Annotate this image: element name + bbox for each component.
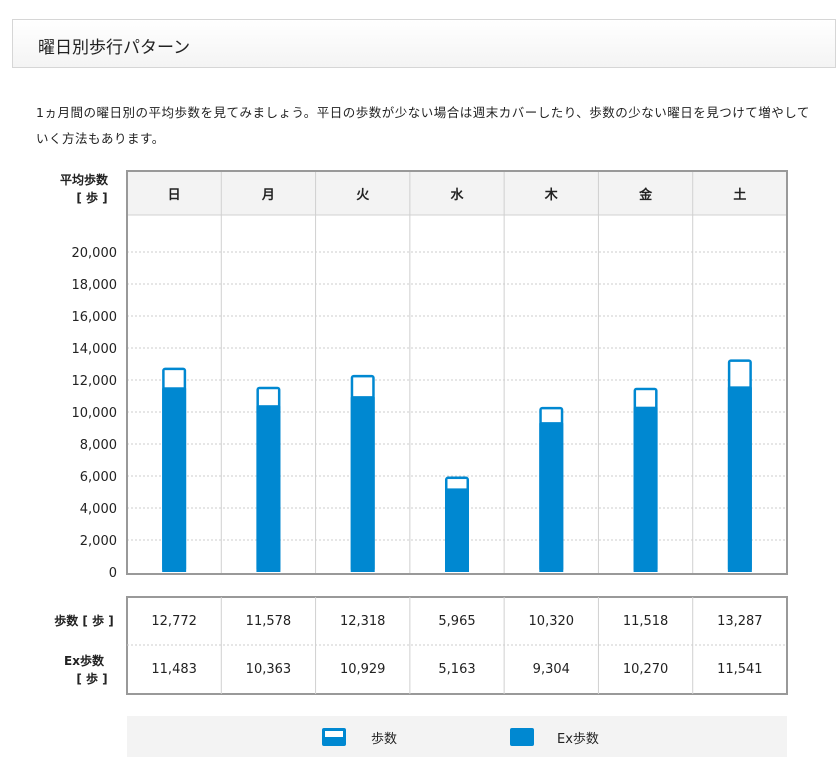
bar-steps-gap	[353, 377, 373, 397]
chart-frame	[126, 170, 788, 575]
table-cell: 11,518	[623, 614, 669, 629]
row-label: Ex歩数	[64, 653, 105, 668]
y-tick-label: 10,000	[72, 406, 118, 421]
table-cell: 10,363	[246, 662, 292, 677]
bar-ex-steps	[350, 397, 375, 572]
table-cell: 11,578	[246, 614, 292, 629]
row-label-unit: [ 歩 ]	[76, 671, 107, 686]
day-label: 火	[356, 188, 370, 203]
y-axis-label: 平均歩数	[60, 172, 109, 187]
table-cell: 10,270	[623, 662, 669, 677]
bar-steps-gap	[258, 389, 278, 406]
y-axis-unit: [ 歩 ]	[76, 190, 107, 205]
table-cell: 12,318	[340, 614, 386, 629]
day-label: 木	[544, 187, 559, 203]
bar-steps-gap	[164, 370, 184, 388]
table-cell: 5,965	[438, 614, 475, 629]
section-header: 曜日別歩行パターン	[12, 19, 836, 68]
y-tick-label: 4,000	[80, 502, 117, 517]
outlined-bar-icon-gap	[325, 731, 343, 737]
bar-ex-steps	[727, 387, 752, 572]
y-tick-label: 14,000	[72, 342, 118, 357]
bar-steps-gap	[447, 479, 467, 489]
bar-ex-steps	[539, 423, 564, 572]
bar-ex-steps	[256, 406, 281, 572]
y-tick-label: 20,000	[72, 246, 118, 261]
day-label: 日	[168, 188, 181, 203]
filled-bar-icon	[510, 728, 534, 746]
table-cell: 5,163	[438, 662, 475, 677]
bar-ex-steps	[633, 407, 658, 572]
table-cell: 9,304	[533, 662, 570, 677]
row-label: 歩数 [ 歩 ]	[54, 613, 114, 628]
y-tick-label: 8,000	[80, 438, 117, 453]
day-label: 水	[450, 187, 464, 203]
y-tick-label: 18,000	[72, 278, 118, 293]
bar-steps-gap	[541, 409, 561, 423]
legend-label-steps: 歩数	[371, 732, 397, 747]
legend-box	[127, 716, 787, 757]
bar-ex-steps	[162, 388, 187, 572]
day-label: 金	[638, 187, 653, 203]
y-tick-label: 0	[109, 566, 117, 581]
description-text: 1ヵ月間の曜日別の平均歩数を見てみましょう。平日の歩数が少ない場合は週末カバーし…	[36, 105, 810, 146]
bar-steps-gap	[730, 361, 750, 387]
y-tick-label: 12,000	[72, 374, 118, 389]
table-cell: 13,287	[717, 614, 763, 629]
bar-ex-steps	[445, 489, 469, 572]
bar-steps-gap	[636, 390, 656, 407]
day-header-band	[127, 171, 787, 215]
y-tick-label: 2,000	[80, 534, 117, 549]
day-label: 月	[261, 188, 275, 203]
table-cell: 11,483	[151, 662, 197, 677]
y-tick-label: 16,000	[72, 310, 118, 325]
table-cell: 10,320	[529, 614, 575, 629]
section-title: 曜日別歩行パターン	[38, 38, 191, 58]
table-cell: 12,772	[151, 614, 197, 629]
legend-label-ex-steps: Ex歩数	[557, 732, 599, 747]
table-cell: 11,541	[717, 662, 763, 677]
day-label: 土	[733, 187, 746, 203]
table-cell: 10,929	[340, 662, 386, 677]
y-tick-label: 6,000	[80, 470, 117, 485]
